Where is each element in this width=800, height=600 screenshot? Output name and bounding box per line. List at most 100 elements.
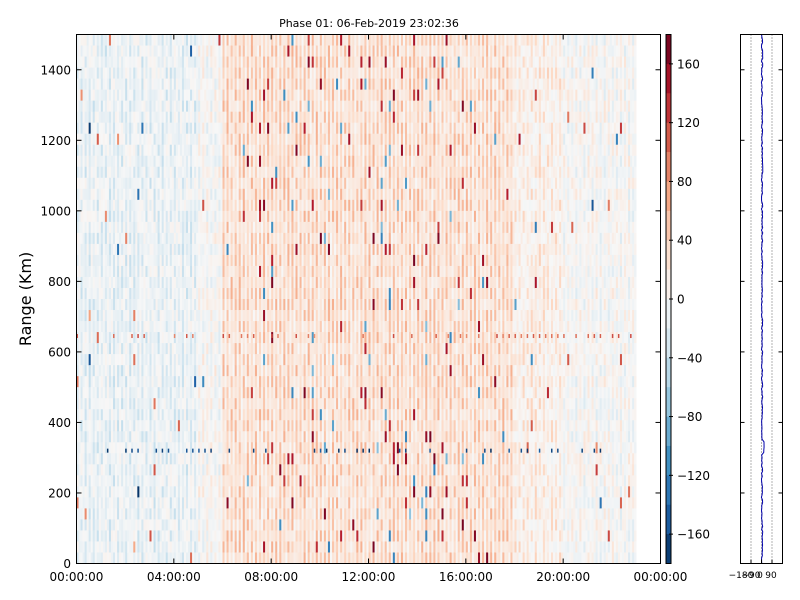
heatmap-cell — [161, 343, 165, 355]
heatmap-cell — [145, 332, 148, 344]
heatmap-cell — [198, 365, 201, 377]
heatmap-cell — [275, 221, 278, 234]
heatmap-cell — [92, 475, 96, 487]
heatmap-cell — [196, 530, 199, 542]
heatmap-cell — [275, 530, 278, 542]
heatmap-cell — [129, 420, 132, 432]
heatmap-cell — [277, 475, 280, 487]
heatmap-cell — [137, 464, 140, 476]
heatmap-cell — [102, 299, 106, 311]
heatmap-cell — [210, 486, 213, 498]
heatmap-cell — [196, 265, 199, 278]
heatmap-cell — [224, 453, 227, 465]
heatmap-cell — [161, 387, 165, 399]
heatmap-cell — [177, 365, 181, 377]
heatmap-cell — [100, 210, 104, 223]
heatmap-cell — [86, 34, 90, 46]
heatmap-cell — [155, 199, 158, 212]
heatmap-cell — [183, 431, 187, 443]
heatmap-cell — [198, 464, 201, 476]
heatmap-cell — [202, 453, 205, 465]
heatmap-cell — [283, 111, 286, 124]
heatmap-cell — [204, 453, 207, 465]
heatmap-cell — [242, 221, 246, 234]
heatmap-cell — [214, 34, 217, 46]
heatmap-cell — [106, 166, 110, 179]
heatmap-cell — [82, 210, 85, 223]
heatmap-cell — [271, 265, 274, 278]
heatmap-cell — [76, 530, 79, 542]
heatmap-cell — [236, 155, 240, 168]
heatmap-cell — [90, 199, 94, 212]
heatmap-cell — [281, 254, 284, 267]
heatmap-cell — [104, 276, 108, 289]
heatmap-cell — [167, 177, 171, 190]
heatmap-cell — [149, 166, 152, 179]
heatmap-cell — [208, 45, 211, 57]
heatmap-cell — [285, 299, 288, 311]
heatmap-cell — [175, 166, 179, 179]
heatmap-cell — [202, 56, 205, 68]
heatmap-cell — [208, 486, 211, 498]
heatmap-cell — [210, 265, 213, 278]
heatmap-cell — [141, 310, 144, 322]
heatmap-cell — [147, 376, 150, 388]
heatmap-cell — [119, 34, 122, 46]
heatmap-cell — [151, 34, 154, 46]
heatmap-cell — [169, 210, 173, 223]
heatmap-cell — [157, 508, 160, 520]
heatmap-cell — [131, 409, 134, 421]
heatmap-cell — [188, 530, 191, 542]
heatmap-cell — [212, 155, 215, 168]
heatmap-cell — [196, 67, 199, 79]
heatmap-cell — [222, 387, 225, 399]
heatmap-cell — [224, 155, 227, 168]
heatmap-cell — [177, 541, 181, 553]
heatmap-cell — [214, 354, 217, 366]
heatmap-cell — [242, 332, 246, 344]
heatmap-cell — [261, 67, 264, 79]
heatmap-cell — [173, 89, 177, 101]
heatmap-cell — [254, 376, 258, 388]
heatmap-cell — [228, 442, 231, 454]
heatmap-cell — [279, 299, 282, 311]
heatmap-cell — [110, 67, 114, 79]
heatmap-cell — [232, 332, 236, 344]
heatmap-cell — [232, 409, 236, 421]
heatmap-cell — [98, 343, 102, 355]
heatmap-cell — [248, 144, 252, 157]
heatmap-cell — [143, 519, 146, 531]
heatmap-cell — [216, 431, 219, 443]
heatmap-cell — [267, 343, 270, 355]
heatmap-cell — [171, 243, 175, 256]
heatmap-cell — [163, 78, 167, 90]
heatmap-cell — [246, 265, 250, 278]
heatmap-cell — [275, 453, 278, 465]
heatmap-cell — [96, 287, 100, 300]
heatmap-cell — [115, 354, 118, 366]
heatmap-cell — [135, 34, 138, 46]
heatmap-cell — [236, 354, 240, 366]
heatmap-cell — [143, 221, 146, 234]
heatmap-cell — [261, 45, 264, 57]
heatmap-cell — [104, 409, 108, 421]
heatmap-cell — [106, 354, 110, 366]
heatmap-cell — [204, 265, 207, 278]
heatmap-cell — [143, 78, 146, 90]
heatmap-cell — [285, 155, 288, 168]
heatmap-cell — [129, 221, 132, 234]
heatmap-cell — [141, 398, 144, 410]
heatmap-cell — [78, 177, 81, 190]
heatmap-cell — [228, 56, 231, 68]
heatmap-cell — [143, 177, 146, 190]
heatmap-cell — [190, 541, 193, 553]
heatmap-cell — [127, 464, 130, 476]
heatmap-cell — [283, 133, 286, 146]
heatmap-cell — [129, 376, 132, 388]
heatmap-cell — [261, 155, 264, 168]
heatmap-cell — [94, 34, 98, 46]
heatmap-cell — [96, 188, 100, 201]
heatmap-cell — [102, 409, 106, 421]
heatmap-cell — [224, 387, 227, 399]
heatmap-cell — [104, 354, 108, 366]
